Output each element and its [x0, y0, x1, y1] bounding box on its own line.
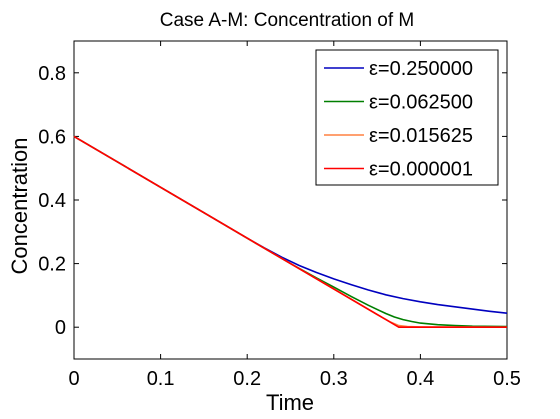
legend-label: ε=0.250000	[369, 58, 473, 80]
x-axis-label: Time	[266, 390, 314, 415]
y-tick-label: 0	[55, 317, 66, 339]
x-tick-label: 0.1	[147, 368, 175, 390]
x-tick-label: 0	[68, 368, 79, 390]
legend-box	[315, 49, 499, 186]
y-tick-label: 0.4	[38, 190, 66, 212]
series-lines	[73, 135, 508, 329]
legend: ε=0.250000 ε=0.062500 ε=0.015625 ε=0.000001	[315, 49, 499, 186]
x-tick-label: 0.4	[406, 368, 434, 390]
y-tick-label: 0.2	[38, 254, 66, 276]
y-axis-label: Concentration	[7, 138, 32, 275]
x-tick-label: 0.2	[233, 368, 261, 390]
x-axis: 0 0.1 0.2 0.3 0.4 0.5	[68, 41, 521, 390]
series-line-4	[73, 135, 507, 329]
y-tick-label: 0.6	[38, 126, 66, 148]
legend-label: ε=0.062500	[369, 92, 473, 114]
chart-title: Case A-M: Concentration of M	[160, 10, 415, 31]
x-tick-label: 0.3	[320, 368, 348, 390]
y-axis: 0 0.2 0.4 0.6 0.8	[38, 63, 507, 339]
y-tick-label: 0.8	[38, 63, 66, 85]
legend-label: ε=0.015625	[369, 125, 473, 147]
x-tick-label: 0.5	[493, 368, 521, 390]
legend-label: ε=0.000001	[369, 159, 473, 181]
